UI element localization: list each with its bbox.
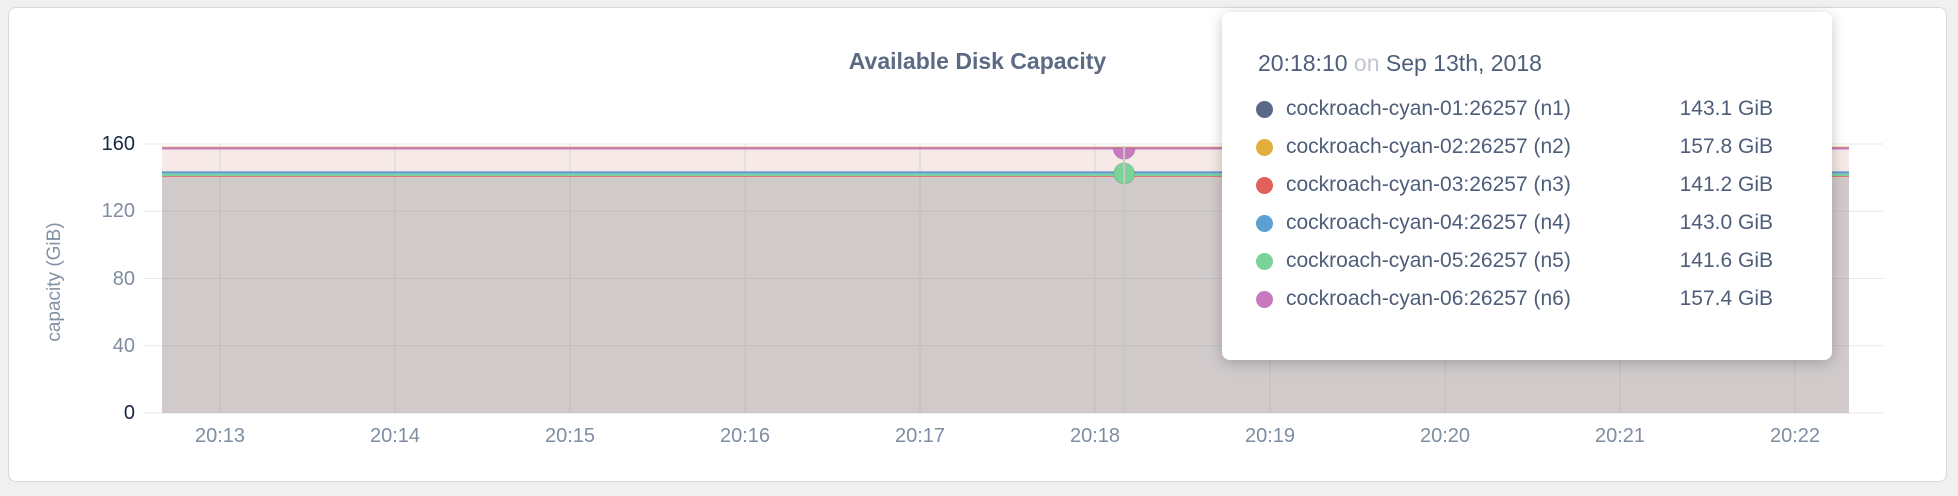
x-tick-label: 20:15 [544,425,596,447]
x-tick-label: 20:19 [1244,425,1296,447]
tooltip-row: cockroach-cyan-06:26257 (n6) 157.4 GiB [1256,280,1773,318]
series-color-dot [1256,138,1273,156]
series-color-dot [1256,290,1273,308]
tooltip-row: cockroach-cyan-03:26257 (n3) 141.2 GiB [1256,166,1773,204]
tooltip-row: cockroach-cyan-02:26257 (n2) 157.8 GiB [1256,128,1773,166]
x-tick-label: 20:22 [1769,425,1821,447]
series-name: cockroach-cyan-04:26257 (n4) [1286,211,1571,234]
tooltip-row: cockroach-cyan-04:26257 (n4) 143.0 GiB [1256,204,1773,242]
y-tick-label: 160 [101,133,135,155]
series-value: 157.4 GiB [1679,287,1773,310]
y-tick-label: 120 [101,200,135,223]
series-name: cockroach-cyan-01:26257 (n1) [1286,97,1571,120]
series-name: cockroach-cyan-02:26257 (n2) [1286,135,1571,158]
series-name: cockroach-cyan-05:26257 (n5) [1286,249,1571,272]
tooltip-rows: cockroach-cyan-01:26257 (n1) 143.1 GiB coc… [1256,90,1773,318]
series-color-dot [1256,100,1273,118]
series-name: cockroach-cyan-03:26257 (n3) [1286,173,1571,196]
series-value: 157.8 GiB [1679,135,1773,158]
hover-tooltip: 20:18:10 on Sep 13th, 2018 cockroach-cya… [1222,12,1832,360]
x-tick-label: 20:21 [1594,425,1646,447]
series-value: 141.6 GiB [1679,249,1773,272]
tooltip-date: Sep 13th, 2018 [1385,50,1542,76]
x-tick-label: 20:14 [369,425,421,447]
tooltip-connector: on [1353,50,1380,76]
x-tick-label: 20:13 [194,425,246,447]
tooltip-row: cockroach-cyan-01:26257 (n1) 143.1 GiB [1256,90,1773,128]
series-name: cockroach-cyan-06:26257 (n6) [1286,287,1571,310]
series-value: 143.0 GiB [1679,211,1773,234]
x-tick-label: 20:20 [1419,425,1471,447]
y-tick-label: 40 [112,334,135,357]
x-tick-label: 20:16 [719,425,771,447]
series-value: 143.1 GiB [1679,97,1773,120]
series-color-dot [1256,214,1273,232]
series-value: 141.2 GiB [1679,173,1773,196]
tooltip-time: 20:18:10 [1258,50,1348,76]
series-color-dot [1256,176,1273,194]
tooltip-timestamp: 20:18:10 on Sep 13th, 2018 [1256,48,1773,78]
tooltip-row: cockroach-cyan-05:26257 (n5) 141.6 GiB [1256,242,1773,280]
series-color-dot [1256,252,1273,270]
y-tick-label: 80 [112,267,135,290]
y-tick-label: 0 [123,402,135,424]
x-tick-label: 20:17 [894,425,946,447]
x-tick-label: 20:18 [1069,425,1121,447]
chart-title: Available Disk Capacity [848,48,1107,74]
